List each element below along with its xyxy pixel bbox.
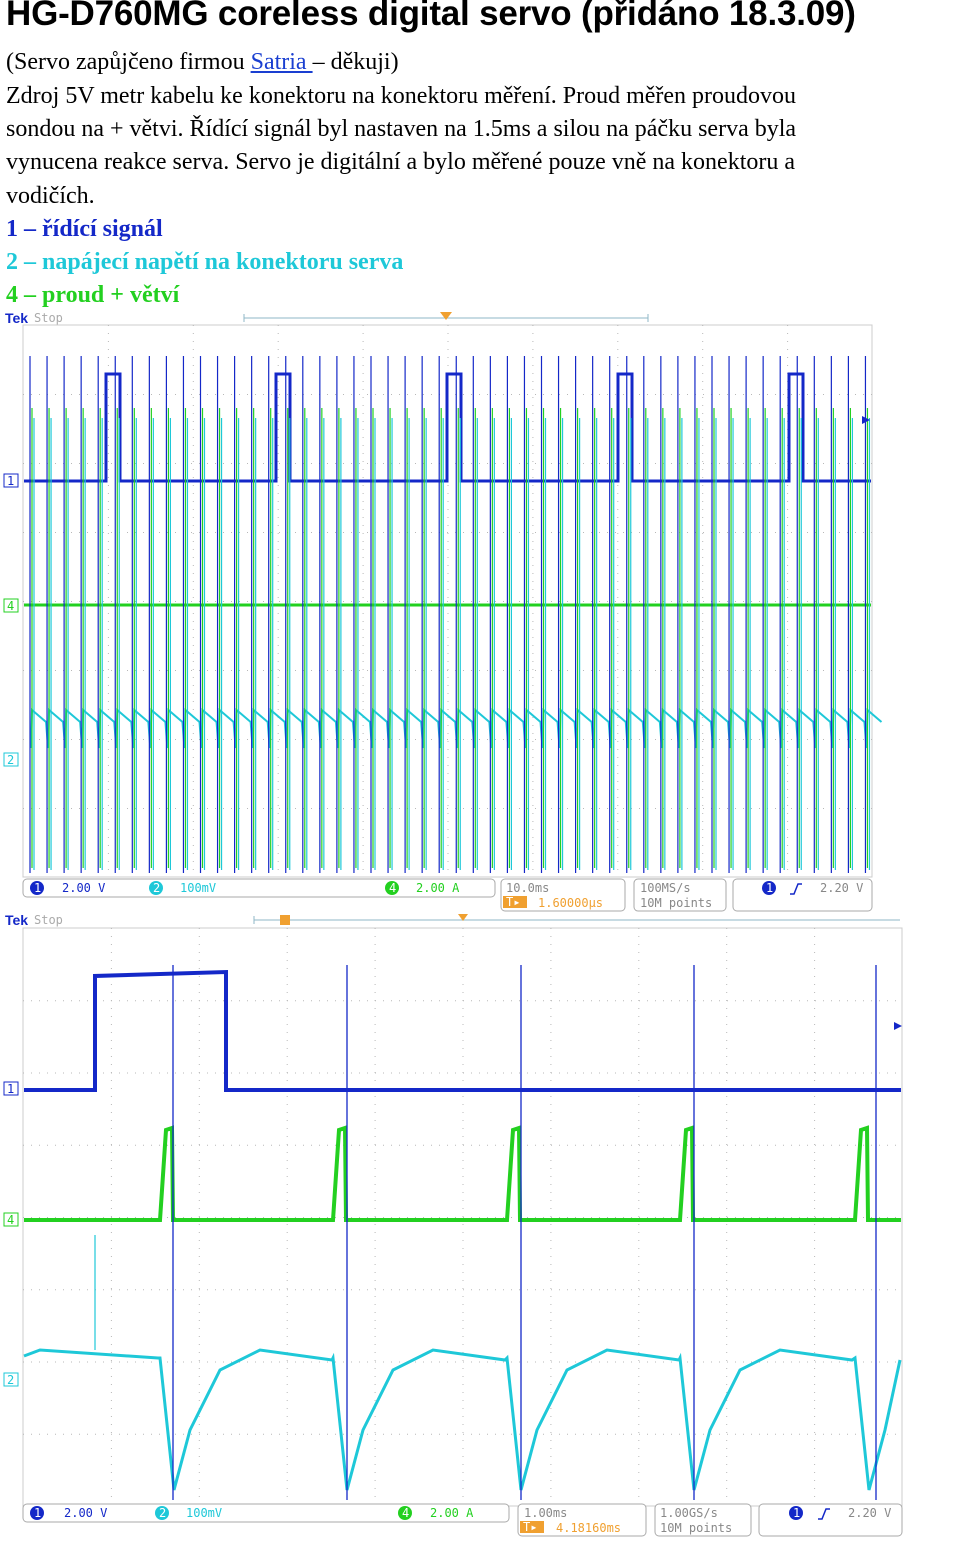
trigger-level-2: 2.20 V xyxy=(848,1506,891,1520)
legend-ch1: 1 – řídící signál xyxy=(6,216,163,242)
grid-1 xyxy=(23,325,872,870)
satria-link[interactable]: Satria xyxy=(250,49,313,75)
legend-ch2: 2 – napájecí napětí na konektoru serva xyxy=(6,249,404,275)
credit-before: (Servo zapůjčeno firmou xyxy=(6,49,251,75)
ch2-scale-2: 100mV xyxy=(186,1506,222,1520)
record-window-2 xyxy=(253,916,900,924)
svg-text:1: 1 xyxy=(766,881,773,895)
spikes-scope1 xyxy=(29,356,871,873)
svg-text:2: 2 xyxy=(159,1506,166,1520)
record-length-1: 10M points xyxy=(640,896,712,910)
trace-ch1-scope1 xyxy=(24,372,871,483)
trigger-level-arrow-1 xyxy=(862,416,870,424)
svg-text:1: 1 xyxy=(793,1506,800,1520)
scope-screen-1: Tek Stop 1 4 2 1 2.00 V 2 100mV 4 2.00 A… xyxy=(0,308,960,914)
ch1-marker-2: 1 xyxy=(3,1081,19,1096)
tek-logo-1: Tek xyxy=(5,310,28,326)
trace-ch4-scope2 xyxy=(24,1125,901,1222)
trigger-level-arrow-2 xyxy=(894,1022,902,1030)
description-line-3: vynucena reakce serva. Servo je digitáln… xyxy=(6,149,796,175)
spikes-scope2 xyxy=(94,965,877,1500)
description-line-2: sondou na + větvi. Řídící signál byl nas… xyxy=(6,116,797,142)
svg-text:T▸: T▸ xyxy=(523,1520,537,1534)
svg-text:1: 1 xyxy=(7,474,14,488)
trigger-level-1: 2.20 V xyxy=(820,881,863,895)
svg-text:4: 4 xyxy=(389,881,396,895)
svg-text:4: 4 xyxy=(402,1506,409,1520)
ch1-marker-1: 1 xyxy=(3,473,19,488)
ch1-scale-2: 2.00 V xyxy=(64,1506,107,1520)
credit-line: (Servo zapůjčeno firmou Satria – děkuji) xyxy=(6,46,399,79)
scope-screen-2: Tek Stop 1 4 2 1 2.00 V 2 100mV 4 2.00 A… xyxy=(0,910,960,1544)
scope1-state: Stop xyxy=(34,311,63,325)
svg-text:1: 1 xyxy=(34,881,41,895)
scope2-state: Stop xyxy=(34,913,63,927)
sample-rate-2: 1.00GS/s xyxy=(660,1506,718,1520)
trigger-position-marker-1 xyxy=(440,312,452,320)
trigger-position-marker-2 xyxy=(458,914,468,921)
svg-text:1: 1 xyxy=(34,1506,41,1520)
svg-text:1: 1 xyxy=(7,1082,14,1096)
ch4-scale-2: 2.00 A xyxy=(430,1506,474,1520)
svg-text:T▸: T▸ xyxy=(506,895,520,909)
description-line-1: Zdroj 5V metr kabelu ke konektoru na kon… xyxy=(6,83,797,109)
svg-text:4: 4 xyxy=(7,1213,14,1227)
ch4-marker-1: 4 xyxy=(3,598,19,613)
sample-rate-1: 100MS/s xyxy=(640,881,691,895)
record-length-2: 10M points xyxy=(660,1521,732,1535)
svg-text:2: 2 xyxy=(153,881,160,895)
ch1-scale-1: 2.00 V xyxy=(62,881,105,895)
page-title: HG-D760MG coreless digital servo (přidán… xyxy=(6,0,856,33)
tek-logo-2: Tek xyxy=(5,912,28,928)
timebase-1: 10.0ms xyxy=(506,881,549,895)
ch4-scale-1: 2.00 A xyxy=(416,881,460,895)
trace-ch1-scope2 xyxy=(24,969,901,1092)
record-marker-2 xyxy=(280,915,290,925)
grid-2 xyxy=(23,928,896,1505)
ch2-marker-1: 2 xyxy=(3,752,19,767)
ch2-marker-2: 2 xyxy=(3,1372,19,1387)
timebase-2: 1.00ms xyxy=(524,1506,567,1520)
credit-after: – děkuji) xyxy=(312,49,399,75)
svg-text:2: 2 xyxy=(7,753,14,767)
svg-text:2: 2 xyxy=(7,1373,14,1387)
svg-text:4: 4 xyxy=(7,599,14,613)
trace-ch2-scope2 xyxy=(23,1348,902,1491)
trigger-time-2: 4.18160ms xyxy=(556,1521,621,1535)
description-line-4: vodičích. xyxy=(6,183,95,209)
trigger-time-1: 1.60000µs xyxy=(538,896,603,910)
ch2-scale-1: 100mV xyxy=(180,881,216,895)
ch4-marker-2: 4 xyxy=(3,1212,19,1227)
legend-ch4: 4 – proud + větví xyxy=(6,282,180,308)
